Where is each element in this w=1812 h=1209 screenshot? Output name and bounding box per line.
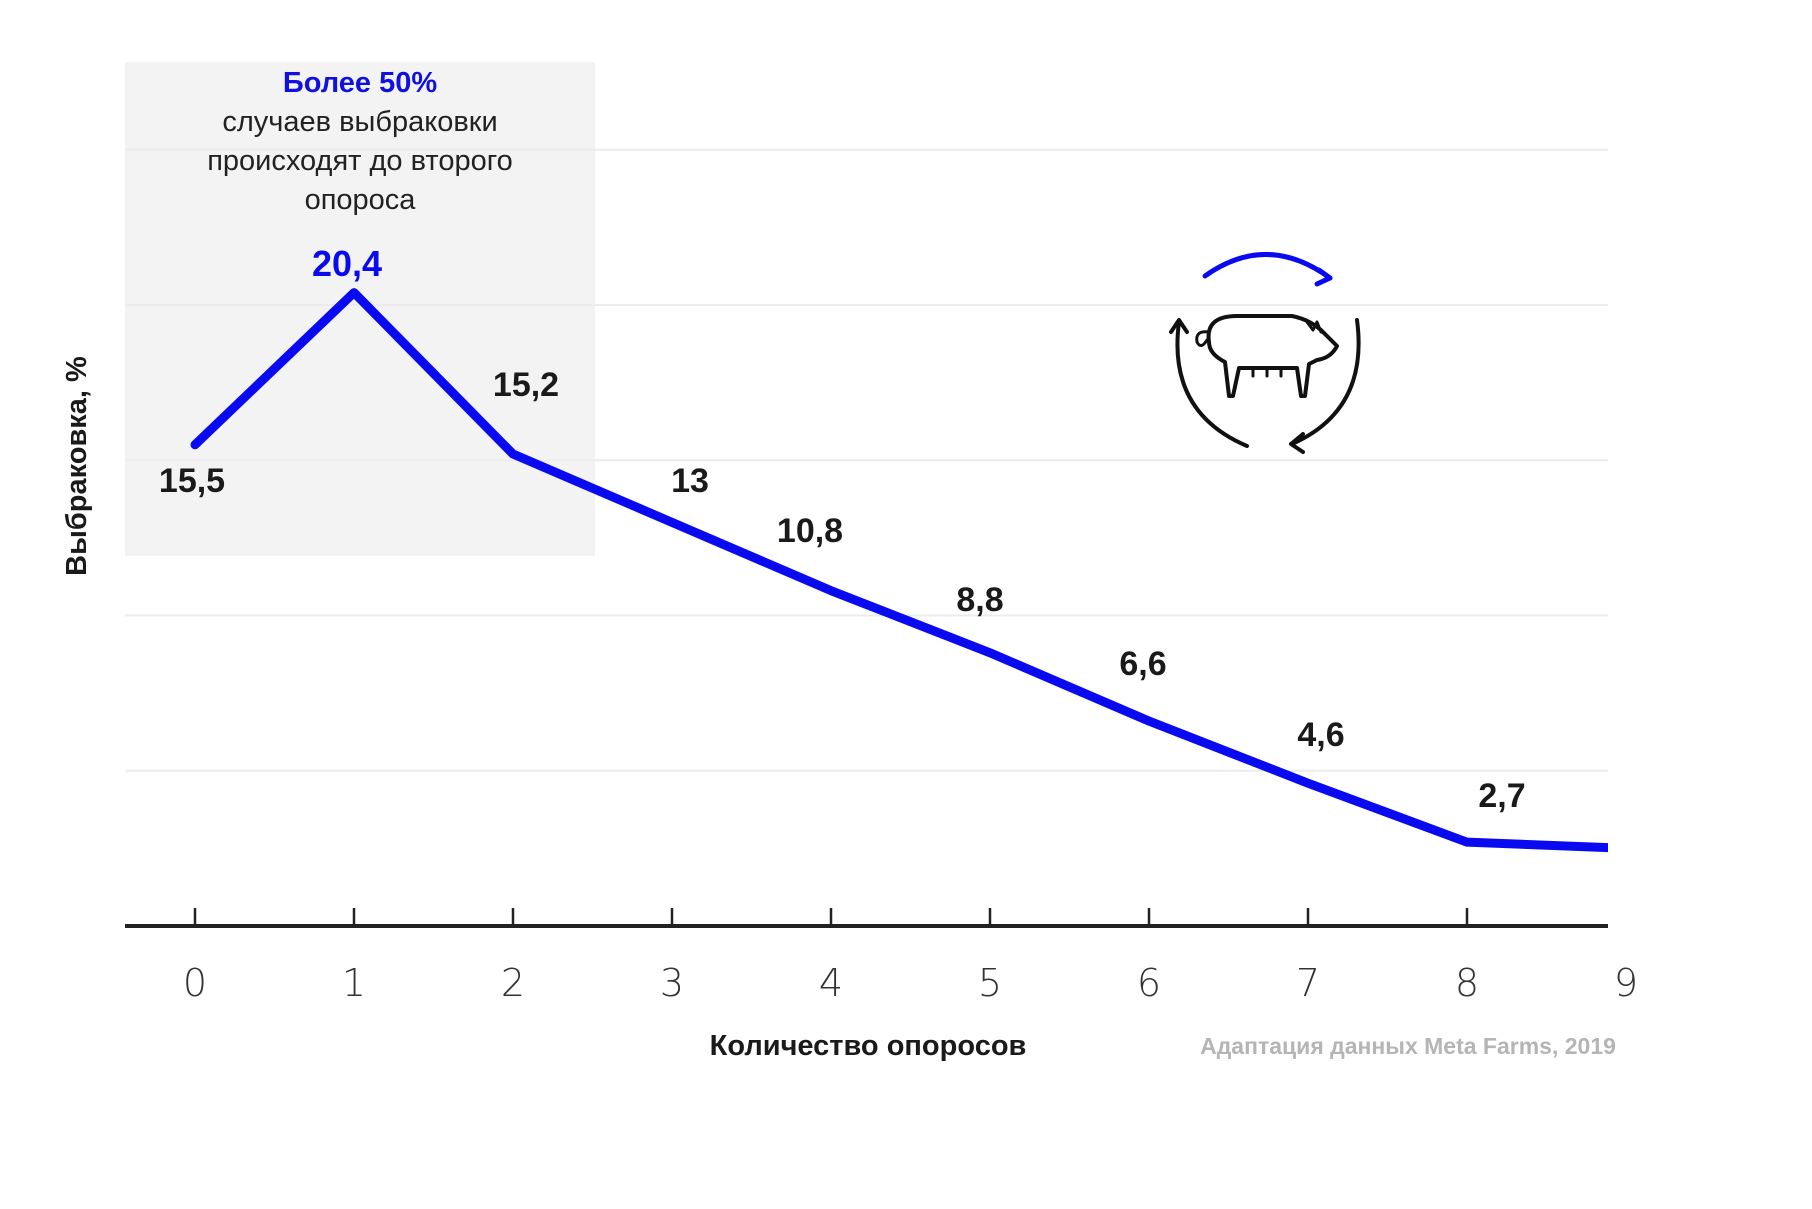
- cycle-arrow-left: [1175, 320, 1249, 448]
- annotation-line-1: случаев выбраковки: [222, 106, 498, 138]
- x-tick-label: 0: [183, 961, 207, 1005]
- pig-cycle-icon: [1169, 252, 1361, 454]
- data-label: 15,5: [159, 462, 225, 500]
- x-tick-label: 5: [978, 961, 1002, 1005]
- highlight-region: [125, 62, 595, 556]
- pig-teats: [1251, 366, 1283, 378]
- series-line: [190, 288, 1608, 853]
- pig-tail: [1195, 330, 1211, 347]
- annotation-line-2: происходят до второго: [207, 145, 513, 177]
- x-tick-label: 1: [342, 961, 366, 1005]
- data-label: 15,2: [493, 366, 559, 404]
- pig-ear: [1305, 320, 1323, 334]
- x-tick-label: 8: [1455, 961, 1479, 1005]
- data-label: 20,4: [312, 243, 382, 284]
- cycle-arrowhead-left: [1169, 318, 1189, 334]
- x-tick-label: 7: [1296, 961, 1320, 1005]
- data-label: 2,7: [1478, 777, 1525, 815]
- data-label: 4,6: [1297, 716, 1344, 754]
- data-label: 8,8: [956, 581, 1003, 619]
- data-label: 6,6: [1119, 645, 1166, 683]
- x-tick-label: 3: [660, 961, 684, 1005]
- y-axis-title: Выбраковка, %: [61, 356, 93, 576]
- x-tick-label: 9: [1614, 961, 1638, 1005]
- cycle-arrowhead-top: [1314, 267, 1333, 287]
- x-axis-title: Количество опоросов: [710, 1030, 1027, 1062]
- cycle-arrowhead-right: [1289, 432, 1305, 454]
- x-tick-label: 4: [819, 961, 843, 1005]
- annotation-note: Более 50% случаев выбраковки происходят …: [125, 64, 595, 220]
- annotation-headline: Более 50%: [282, 67, 438, 99]
- data-label: 13: [671, 462, 709, 500]
- x-tick-label: 2: [501, 961, 525, 1005]
- data-label: 10,8: [777, 512, 843, 550]
- pig-body: [1206, 314, 1339, 398]
- cycle-arrow-right: [1290, 318, 1361, 446]
- x-tick-label: 6: [1137, 961, 1161, 1005]
- annotation-line-3: опороса: [304, 184, 416, 216]
- source-note: Адаптация данных Meta Farms, 2019: [1200, 1033, 1616, 1059]
- cycle-arrow-top: [1202, 252, 1333, 281]
